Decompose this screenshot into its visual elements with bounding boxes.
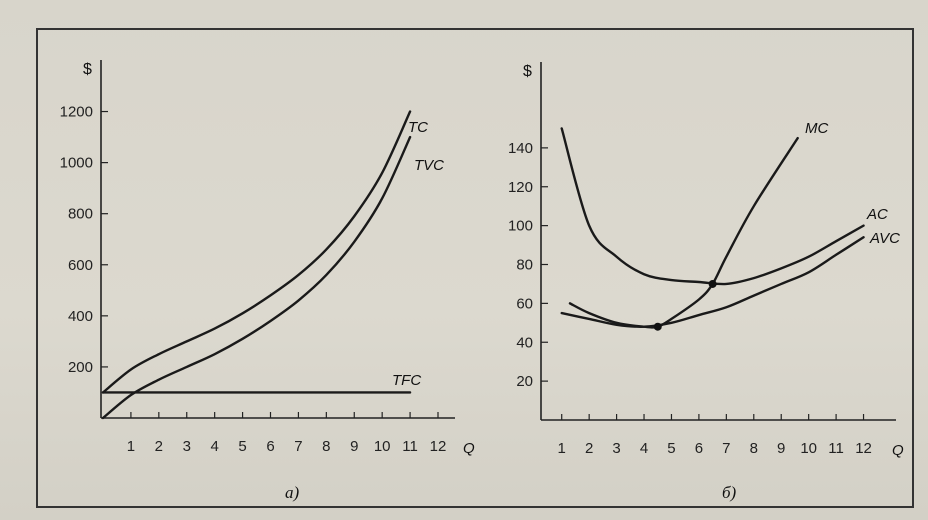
total-x-tick-label: 6 <box>266 438 274 455</box>
unit-series-ac-label: AC <box>866 206 888 223</box>
unit-x-tick-label: 3 <box>612 440 620 457</box>
total-series-tvc-label: TVC <box>414 157 444 174</box>
total-series-tfc-label: TFC <box>392 372 421 389</box>
unit-series-ac-line <box>560 127 865 286</box>
total-y-tick-label: 400 <box>68 308 93 325</box>
unit-x-tick-label: 7 <box>722 440 730 457</box>
unit-y-tick-label: 80 <box>516 257 533 274</box>
unit-y-tick-label: 140 <box>508 140 533 157</box>
unit-y-axis-label: $ <box>523 63 532 80</box>
unit-series-avc-line <box>560 236 865 328</box>
total-x-tick-label: 11 <box>402 438 418 455</box>
total-series-tvc-line <box>101 135 412 420</box>
unit-y-tick-label: 40 <box>516 334 533 351</box>
unit-mc-ac-intersection-point <box>708 279 717 288</box>
total-x-tick-label: 4 <box>210 438 218 455</box>
total-x-tick-label: 7 <box>294 438 302 455</box>
unit-mc-avc-intersection-point <box>653 322 662 331</box>
unit-series-mc-line <box>568 136 799 329</box>
total-y-tick-label: 1200 <box>60 104 93 121</box>
unit-x-tick-label: 2 <box>585 440 593 457</box>
total-x-axis-label: Q <box>463 440 475 457</box>
total-y-tick-label: 800 <box>68 206 93 223</box>
unit-x-tick-label: 8 <box>750 440 758 457</box>
total-x-tick-label: 2 <box>155 438 163 455</box>
total-y-tick-label: 200 <box>68 359 93 376</box>
total-x-tick-label: 12 <box>430 438 447 455</box>
total-series-tc-label: TC <box>408 119 428 136</box>
total-x-tick-label: 3 <box>183 438 191 455</box>
unit-y-tick-label: 120 <box>508 179 533 196</box>
unit-series-mc-label: MC <box>805 120 828 137</box>
figure-frame <box>36 28 914 508</box>
unit-x-tick-label: 10 <box>800 440 817 457</box>
unit-y-tick-label: 20 <box>516 373 533 390</box>
unit-panel-label: б) <box>722 483 737 502</box>
unit-x-axis-label: Q <box>892 442 904 459</box>
total-series-tc-line <box>101 110 412 394</box>
unit-y-tick-label: 100 <box>508 218 533 235</box>
unit-x-tick-label: 12 <box>855 440 872 457</box>
total-x-tick-label: 9 <box>350 438 358 455</box>
total-x-tick-label: 5 <box>238 438 246 455</box>
total-panel-label: а) <box>285 483 300 502</box>
unit-y-tick-label: 60 <box>516 295 533 312</box>
unit-x-tick-label: 4 <box>640 440 648 457</box>
total-x-tick-label: 10 <box>374 438 391 455</box>
unit-x-tick-label: 9 <box>777 440 785 457</box>
unit-x-tick-label: 11 <box>828 440 844 457</box>
total-x-tick-label: 1 <box>127 438 135 455</box>
total-y-axis-label: $ <box>83 61 92 78</box>
unit-x-tick-label: 1 <box>558 440 566 457</box>
unit-series-avc-label: AVC <box>869 230 900 247</box>
unit-x-tick-label: 5 <box>667 440 675 457</box>
total-y-tick-label: 1000 <box>60 155 93 172</box>
total-y-tick-label: 600 <box>68 257 93 274</box>
total-x-tick-label: 8 <box>322 438 330 455</box>
unit-x-tick-label: 6 <box>695 440 703 457</box>
